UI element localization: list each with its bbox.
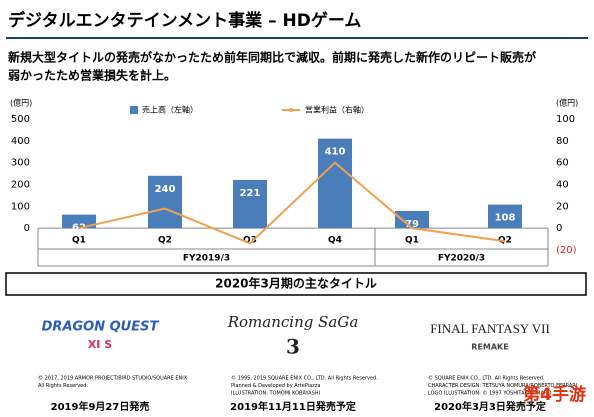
copyright-line: © SQUARE ENIX CO., LTD. All Rights Reser… [428,375,545,382]
group-label: FY2020/3 [438,254,485,264]
y-axis-unit: (億円) [10,98,32,108]
x-tick-label: Q3 [243,236,257,246]
y2-tick-label: 0 [556,223,562,234]
line-series [78,161,506,245]
title-logo: REMAKE [471,343,508,352]
titles: DRAGON QUEST XI S © 2017, 2019 ARMOR PROJE… [38,313,577,413]
y2-tick-label: 60 [556,158,569,169]
release-date: 2020年3月3日発売予定 [434,400,546,413]
chart: (億円) (億円) 0 100 200 300 400 500 (20) 0 20 40 60 80 100… [10,98,578,267]
bar [318,138,352,229]
copyright-line: ILLUSTRATION: TOMOMI KOBAYASHI [231,391,320,397]
bar-value-label: 221 [240,188,261,199]
bar [395,210,429,229]
bar-value-label: 108 [495,213,516,224]
title-logo: Romancing SaGa [227,313,359,331]
watermark: 第4手游 [523,384,586,405]
copyright-line: CHARACTER DESIGN: TETSUYA NOMURA/ROBERTO… [428,383,577,389]
y-tick-label: 0 [24,223,30,234]
subtitle-line: 弱かったため営業損失を計上。 [8,68,176,83]
y-tick-label: 300 [11,158,30,169]
subtitle-line: 新規大型タイトルの発売がなかったため前年同期比で減収。前期に発売した新作のリピー… [8,50,536,65]
release-date: 2019年9月27日発売 [51,400,150,413]
bar-value-label: 410 [325,147,346,158]
y2-tick-label: 40 [556,180,569,191]
legend-label: 売上高（左軸） [142,105,198,115]
title-logo: FINAL FANTASY VII [430,321,550,336]
bar-value-label: 79 [405,219,419,230]
y2-tick-label: 80 [556,136,569,147]
bar [233,179,267,229]
y-tick-label: 100 [11,201,30,212]
bar-value-label: 240 [155,184,176,195]
section-heading: 2020年3月期の主なタイトル [215,276,377,291]
x-tick-label: Q2 [158,236,172,246]
group-label: FY2019/3 [183,254,230,264]
title-logo: XI S [88,338,112,351]
title-logo: 3 [286,335,300,359]
slide-title: デジタルエンタテインメント事業 – HDゲーム [8,10,361,31]
y-tick-label: 200 [11,180,30,191]
legend-swatch [130,106,138,114]
y-tick-label: 500 [11,114,30,125]
copyright-line: All Rights Reserved. [38,383,88,389]
bar [62,214,96,229]
y2-tick-label: (20) [556,245,577,256]
section-box [5,272,587,296]
y2-tick-label: 100 [556,114,575,125]
copyright-line: LOGO ILLUSTRATION: © 1997 YOSHITAKA AMAN… [428,390,552,397]
x-tick-label: Q4 [328,236,342,246]
copyright-line: © 2017, 2019 ARMOR PROJECT/BIRD STUDIO/S… [38,375,188,382]
x-tick-label: Q1 [72,236,86,246]
legend-swatch [289,108,293,112]
y2-tick-label: 20 [556,201,569,212]
x-tick-label: Q1 [405,236,419,246]
release-date: 2019年11月11日発売予定 [230,400,356,413]
title-logo: DRAGON QUEST [42,320,160,335]
bar [148,175,182,229]
y-tick-label: 400 [11,136,30,147]
copyright-line: © 1995, 2019 SQUARE ENIX CO., LTD. All R… [231,375,378,382]
y2-axis-unit: (億円) [556,98,578,108]
copyright-line: Planned & Developed by ArtePiazza [231,383,320,389]
bar [488,204,522,229]
legend-label: 営業利益（右軸） [305,105,369,115]
